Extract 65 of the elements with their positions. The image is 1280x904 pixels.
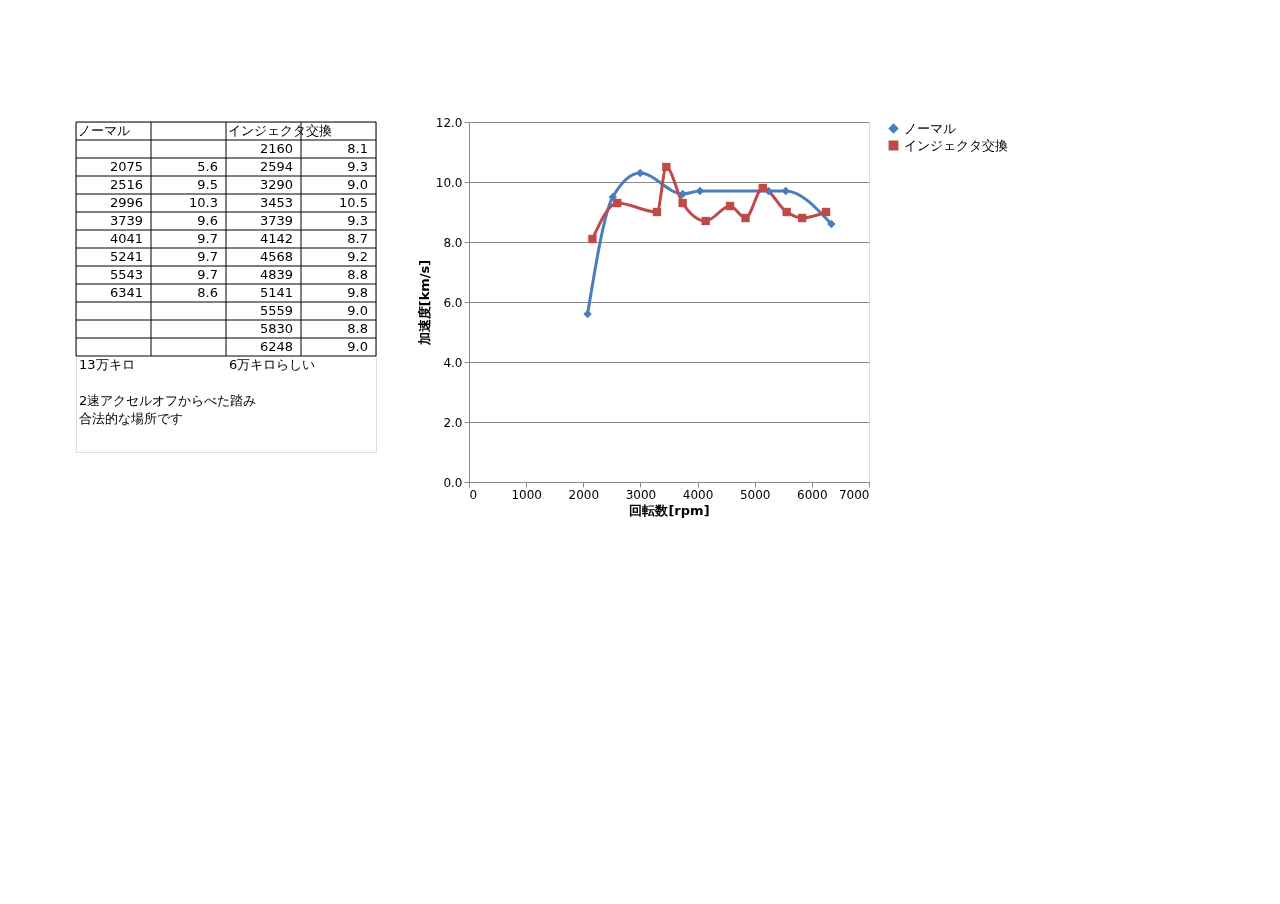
y-tick-label: 0.0 bbox=[443, 475, 463, 490]
x-tick-label: 2000 bbox=[568, 487, 600, 502]
x-tick-label: 5000 bbox=[739, 487, 771, 502]
text: 2516 bbox=[109, 177, 143, 192]
text: 2075 bbox=[109, 159, 143, 174]
text: 9.7 bbox=[197, 267, 218, 282]
text: 9.5 bbox=[197, 177, 218, 192]
text: 3739 bbox=[259, 213, 293, 228]
y-axis-title: 加速度[km/s] bbox=[416, 259, 432, 347]
legend-label: ノーマル bbox=[904, 120, 956, 136]
x-tick-label: 6000 bbox=[797, 487, 828, 502]
text: 9.7 bbox=[197, 249, 218, 264]
y-tick-label: 12.0 bbox=[435, 115, 463, 130]
text: 9.0 bbox=[347, 177, 368, 192]
text: 2160 bbox=[259, 141, 293, 156]
text: 9.0 bbox=[347, 303, 368, 318]
text: 9.7 bbox=[197, 231, 218, 246]
text: 2速アクセルオフからべた踏み bbox=[79, 393, 257, 408]
text: 9.0 bbox=[347, 339, 368, 354]
x-tick-label: 3000 bbox=[625, 487, 657, 502]
text: 2594 bbox=[259, 159, 293, 174]
text: 8.8 bbox=[347, 267, 368, 282]
text: 6341 bbox=[109, 285, 143, 300]
text: 13万キロ bbox=[79, 357, 135, 372]
text: 9.6 bbox=[197, 213, 218, 228]
text: 5543 bbox=[109, 267, 143, 282]
x-tick-label: 1000 bbox=[511, 487, 542, 502]
x-tick-label: 7000 bbox=[838, 487, 870, 502]
text: ノーマル bbox=[78, 123, 130, 138]
text: 10.5 bbox=[339, 195, 368, 210]
text: 10.3 bbox=[189, 195, 218, 210]
text: 8.1 bbox=[347, 141, 368, 156]
text: 8.7 bbox=[347, 231, 368, 246]
text: 8.8 bbox=[347, 321, 368, 336]
text: 合法的な場所です bbox=[79, 411, 183, 426]
text: 5830 bbox=[259, 321, 293, 336]
text: 3453 bbox=[259, 195, 293, 210]
text: 5141 bbox=[259, 285, 293, 300]
text: 3739 bbox=[109, 213, 143, 228]
legend-label: インジェクタ交換 bbox=[904, 137, 1008, 153]
text: 2996 bbox=[109, 195, 143, 210]
y-tick-label: 2.0 bbox=[443, 415, 463, 430]
y-tick-label: 10.0 bbox=[435, 175, 463, 190]
text: 4041 bbox=[109, 231, 143, 246]
text: 8.6 bbox=[197, 285, 218, 300]
text: 9.3 bbox=[347, 213, 368, 228]
text: 9.2 bbox=[347, 249, 368, 264]
text: インジェクタ交換 bbox=[228, 123, 332, 138]
x-tick-label: 0 bbox=[469, 487, 478, 502]
text: 3290 bbox=[259, 177, 293, 192]
y-tick-label: 4.0 bbox=[443, 355, 463, 370]
text: 4839 bbox=[259, 267, 293, 282]
text: 9.8 bbox=[347, 285, 368, 300]
text: 5241 bbox=[109, 249, 143, 264]
text: 4568 bbox=[259, 249, 293, 264]
text: 4142 bbox=[259, 231, 293, 246]
x-axis-title: 回転数[rpm] bbox=[629, 502, 710, 518]
text: 5559 bbox=[259, 303, 293, 318]
text: 6248 bbox=[259, 339, 293, 354]
text: 6万キロらしい bbox=[229, 357, 316, 372]
text: 5.6 bbox=[197, 159, 218, 174]
text: 9.3 bbox=[347, 159, 368, 174]
y-tick-label: 8.0 bbox=[443, 235, 463, 250]
y-tick-label: 6.0 bbox=[443, 295, 463, 310]
x-tick-label: 4000 bbox=[682, 487, 714, 502]
